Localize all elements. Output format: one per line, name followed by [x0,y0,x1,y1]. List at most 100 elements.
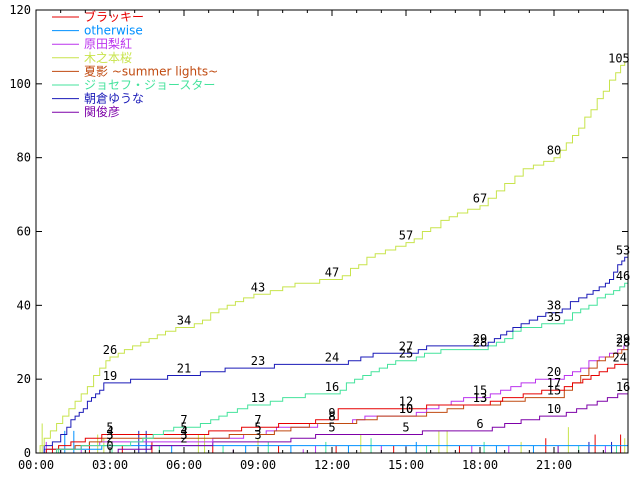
legend-label-asakura-yuna: 朝倉ゆうな [84,91,144,106]
y-tick-label: 120 [9,3,31,17]
value-label-kinomoto-sakura: 34 [177,313,191,327]
value-label-joseph-joestar: 25 [399,347,413,361]
x-tick-label: 03:00 [92,458,128,472]
legend-label-seki-toshihiko: 関俊彦 [84,104,120,119]
value-label-harada-riko: 10 [399,402,413,416]
value-label-natsukage: 10 [399,402,413,416]
series-line-harada-riko [36,345,628,454]
value-label-kinomoto-sakura: 80 [547,144,561,158]
value-label-harada-riko: 15 [473,384,487,398]
x-tick-label: 21:00 [536,458,572,472]
legend-item-joseph-joestar: ジョセフ・ジョースター [52,78,215,92]
legend-item-kinomoto-sakura: 木之本桜 [52,51,132,65]
value-label-harada-riko: 3 [106,428,113,442]
value-label-seki-toshihiko: 10 [547,402,561,416]
value-label-seki-toshihiko: 5 [328,421,335,435]
value-label-asakura-yuna: 23 [251,354,265,368]
series-line-asakura-yuna [36,256,628,454]
y-tick-label: 80 [17,151,31,165]
series-line-kinomoto-sakura [36,58,629,454]
series-line-joseph-joestar [36,282,628,454]
value-label-asakura-yuna: 38 [547,299,561,313]
y-tick-label: 60 [17,225,31,239]
value-label-seki-toshihiko: 6 [476,417,483,431]
x-tick-label: 18:00 [462,458,498,472]
y-tick-label: 40 [17,298,31,312]
value-label-blacky: 7 [254,413,261,427]
value-label-blacky: 17 [547,376,561,390]
value-label-kinomoto-sakura: 67 [473,192,487,206]
legend-label-kinomoto-sakura: 木之本桜 [84,51,132,65]
value-label-harada-riko: 20 [547,365,561,379]
value-label-blacky: 5 [180,421,187,435]
value-label-blacky: 5 [106,421,113,435]
x-tick-label: 15:00 [388,458,424,472]
legend-label-otherwise: otherwise [84,24,143,38]
series-line-seki-toshihiko [36,393,628,454]
y-tick-label: 20 [17,372,31,386]
legend-label-joseph-joestar: ジョセフ・ジョースター [84,78,215,92]
y-tick-label: 0 [24,446,31,460]
value-label-blacky: 13 [473,391,487,405]
series-line-blacky [36,363,628,454]
value-label-joseph-joestar: 28 [473,336,487,350]
legend-item-natsukage: 夏影 ~summer lights~ [52,64,218,78]
value-label-natsukage: 5 [254,421,261,435]
value-label-harada-riko: 8 [328,409,335,423]
value-label-kinomoto-sakura: 105 [608,51,630,65]
value-label-asakura-yuna: 19 [103,369,117,383]
value-label-asakura-yuna: 27 [399,339,413,353]
value-label-natsukage: 15 [547,384,561,398]
value-label-seki-toshihiko: 3 [254,428,261,442]
legend-label-blacky: ブラッキー [84,9,144,24]
legend-item-otherwise: otherwise [52,24,143,38]
x-tick-label: 09:00 [240,458,276,472]
series-line-natsukage [36,349,628,454]
value-label-natsukage: 4 [106,424,113,438]
value-label-harada-riko: 29 [616,332,630,346]
value-label-blacky: 24 [613,350,627,364]
value-label-joseph-joestar: 7 [180,413,187,427]
value-label-otherwise: 2 [106,432,113,446]
value-label-harada-riko: 5 [254,421,261,435]
x-tick-label: 12:00 [314,458,350,472]
value-label-blacky: 12 [399,395,413,409]
value-label-blacky: 9 [328,406,335,420]
x-axis: 00:00 03:00 06:00 09:00 12:00 15:00 18:00 21:00 [18,10,629,472]
legend-label-harada-riko: 原田梨紅 [84,37,132,51]
legend-label-natsukage: 夏影 ~summer lights~ [84,64,218,78]
value-label-asakura-yuna: 29 [473,332,487,346]
x-tick-label: 00:00 [18,458,54,472]
value-label-natsukage: 4 [180,424,187,438]
value-label-seki-toshihiko: 2 [180,432,187,446]
value-label-natsukage: 13 [473,391,487,405]
value-label-joseph-joestar: 46 [616,269,630,283]
value-label-seki-toshihiko: 0 [106,439,113,453]
value-label-joseph-joestar: 16 [325,380,339,394]
value-label-kinomoto-sakura: 43 [251,280,265,294]
legend-item-blacky: ブラッキー [52,9,144,24]
value-label-kinomoto-sakura: 26 [103,343,117,357]
value-label-kinomoto-sakura: 47 [325,265,339,279]
legend-item-seki-toshihiko: 関俊彦 [52,104,120,119]
value-label-seki-toshihiko: 5 [402,421,409,435]
value-label-asakura-yuna: 24 [325,350,339,364]
value-label-asakura-yuna: 53 [616,243,630,257]
value-label-natsukage: 8 [328,409,335,423]
legend-item-harada-riko: 原田梨紅 [52,37,132,51]
value-label-harada-riko: 3 [180,428,187,442]
value-label-asakura-yuna: 21 [177,361,191,375]
value-label-natsukage: 28 [616,336,630,350]
x-tick-label: 06:00 [166,458,202,472]
y-tick-label: 100 [9,77,31,91]
legend-item-asakura-yuna: 朝倉ゆうな [52,91,144,106]
value-label-joseph-joestar: 35 [547,310,561,324]
value-label-joseph-joestar: 13 [251,391,265,405]
value-label-kinomoto-sakura: 57 [399,229,413,243]
value-label-seki-toshihiko: 16 [616,380,630,394]
